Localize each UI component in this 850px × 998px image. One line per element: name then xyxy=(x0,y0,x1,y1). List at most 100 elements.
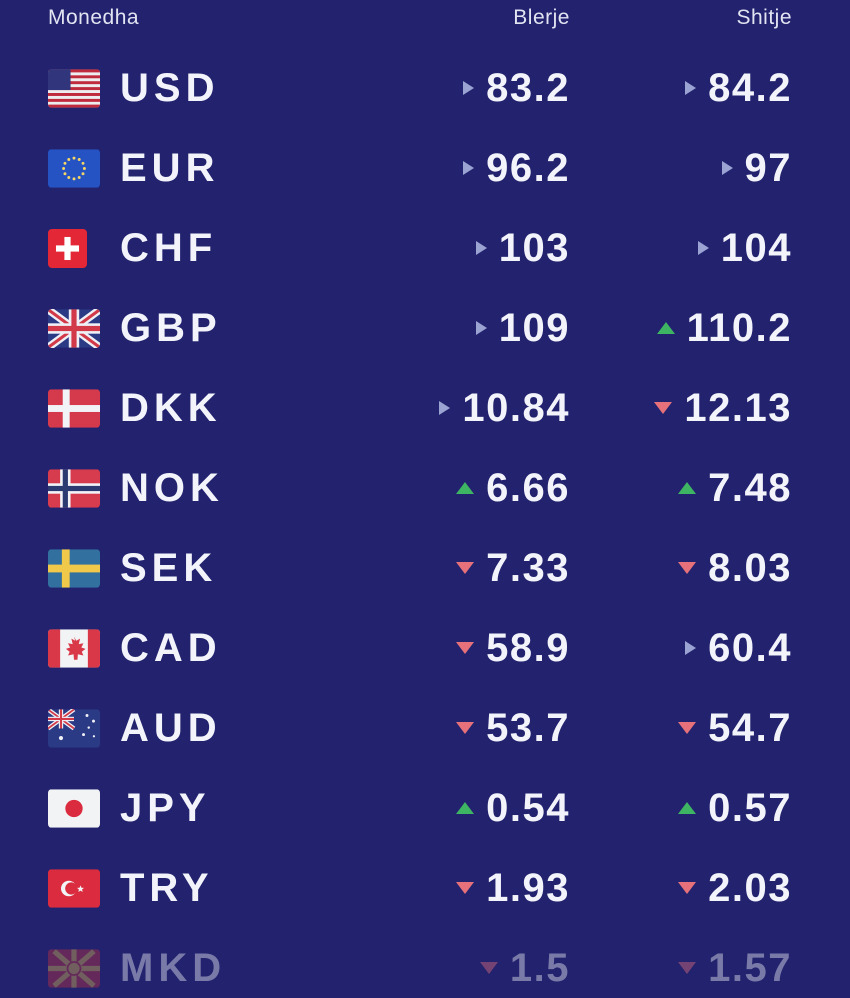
table-row: CAD 58.9 60.4 xyxy=(48,608,792,688)
sell-value: 0.57 xyxy=(708,785,792,830)
flag-aud-icon xyxy=(48,708,100,748)
buy-cell: 53.7 xyxy=(370,706,570,751)
currency-cell: DKK xyxy=(48,386,370,431)
buy-cell: 1.5 xyxy=(370,946,570,991)
sell-value: 12.13 xyxy=(684,385,792,430)
currency-cell: MKD xyxy=(48,946,370,991)
sell-cell: 97 xyxy=(570,146,792,191)
currency-code: MKD xyxy=(120,945,227,990)
currency-cell: TRY xyxy=(48,866,370,911)
trend-steady-icon xyxy=(475,241,487,255)
sell-value: 2.03 xyxy=(708,865,792,910)
currency-code: SEK xyxy=(120,545,218,590)
table-row: CHF 103 104 xyxy=(48,208,792,288)
flag-dkk-icon xyxy=(48,388,100,428)
buy-cell: 109 xyxy=(370,306,570,351)
currency-code: JPY xyxy=(120,785,211,830)
trend-steady-icon xyxy=(439,401,451,415)
buy-value: 109 xyxy=(498,305,570,350)
buy-value: 53.7 xyxy=(486,705,570,750)
currency-cell: CHF xyxy=(48,226,370,271)
buy-value: 1.93 xyxy=(486,865,570,910)
buy-value: 1.5 xyxy=(509,945,570,990)
trend-down-icon xyxy=(479,962,498,974)
currency-cell: JPY xyxy=(48,786,370,831)
buy-cell: 10.84 xyxy=(370,386,570,431)
buy-cell: 83.2 xyxy=(370,66,570,111)
sell-value: 60.4 xyxy=(708,625,792,670)
trend-down-icon xyxy=(678,562,697,574)
currency-code: CHF xyxy=(120,225,218,270)
table-row: NOK 6.66 7.48 xyxy=(48,448,792,528)
trend-down-icon xyxy=(456,722,475,734)
trend-steady-icon xyxy=(475,321,487,335)
sell-value: 97 xyxy=(744,145,792,190)
sell-cell: 104 xyxy=(570,226,792,271)
buy-cell: 96.2 xyxy=(370,146,570,191)
trend-steady-icon xyxy=(697,241,709,255)
sell-cell: 1.57 xyxy=(570,946,792,991)
buy-value: 10.84 xyxy=(462,385,570,430)
header-currency: Monedha xyxy=(48,6,140,29)
trend-up-icon xyxy=(678,802,697,814)
sell-cell: 0.57 xyxy=(570,786,792,831)
currency-code: AUD xyxy=(120,705,222,750)
trend-steady-icon xyxy=(685,81,697,95)
currency-cell: GBP xyxy=(48,306,370,351)
buy-cell: 1.93 xyxy=(370,866,570,911)
currency-code: USD xyxy=(120,65,220,110)
trend-down-icon xyxy=(654,402,673,414)
table-row: JPY 0.54 0.57 xyxy=(48,768,792,848)
flag-mkd-icon xyxy=(48,948,100,988)
table-row: GBP 109 110.2 xyxy=(48,288,792,368)
table-row: EUR 96.2 97 xyxy=(48,128,792,208)
currency-code: GBP xyxy=(120,305,222,350)
trend-down-icon xyxy=(456,642,475,654)
trend-steady-icon xyxy=(463,161,475,175)
currency-code: EUR xyxy=(120,145,220,190)
currency-cell: USD xyxy=(48,66,370,111)
sell-value: 7.48 xyxy=(708,465,792,510)
sell-value: 8.03 xyxy=(708,545,792,590)
sell-cell: 12.13 xyxy=(570,386,792,431)
sell-value: 54.7 xyxy=(708,705,792,750)
sell-cell: 2.03 xyxy=(570,866,792,911)
trend-down-icon xyxy=(678,882,697,894)
buy-cell: 103 xyxy=(370,226,570,271)
sell-cell: 54.7 xyxy=(570,706,792,751)
flag-cad-icon xyxy=(48,628,100,668)
currency-code: CAD xyxy=(120,625,222,670)
sell-cell: 110.2 xyxy=(570,306,792,351)
trend-down-icon xyxy=(678,962,697,974)
table-row: USD 83.2 84.2 xyxy=(48,48,792,128)
currency-cell: EUR xyxy=(48,146,370,191)
sell-cell: 84.2 xyxy=(570,66,792,111)
table-row: TRY 1.93 2.03 xyxy=(48,848,792,928)
trend-steady-icon xyxy=(685,641,697,655)
flag-usd-icon xyxy=(48,68,100,108)
flag-jpy-icon xyxy=(48,788,100,828)
sell-cell: 60.4 xyxy=(570,626,792,671)
sell-cell: 7.48 xyxy=(570,466,792,511)
sell-value: 1.57 xyxy=(708,945,792,990)
flag-sek-icon xyxy=(48,548,100,588)
trend-up-icon xyxy=(656,322,675,334)
trend-steady-icon xyxy=(463,81,475,95)
currency-code: NOK xyxy=(120,465,224,510)
trend-steady-icon xyxy=(721,161,733,175)
currency-code: DKK xyxy=(120,385,222,430)
flag-try-icon xyxy=(48,868,100,908)
buy-value: 7.33 xyxy=(486,545,570,590)
currency-cell: CAD xyxy=(48,626,370,671)
buy-cell: 58.9 xyxy=(370,626,570,671)
currency-cell: SEK xyxy=(48,546,370,591)
trend-down-icon xyxy=(678,722,697,734)
sell-value: 110.2 xyxy=(686,305,792,350)
flag-gbp-icon xyxy=(48,308,100,348)
sell-value: 104 xyxy=(720,225,792,270)
trend-up-icon xyxy=(456,482,475,494)
trend-down-icon xyxy=(456,882,475,894)
trend-down-icon xyxy=(456,562,475,574)
header-buy: Blerje xyxy=(513,6,570,29)
